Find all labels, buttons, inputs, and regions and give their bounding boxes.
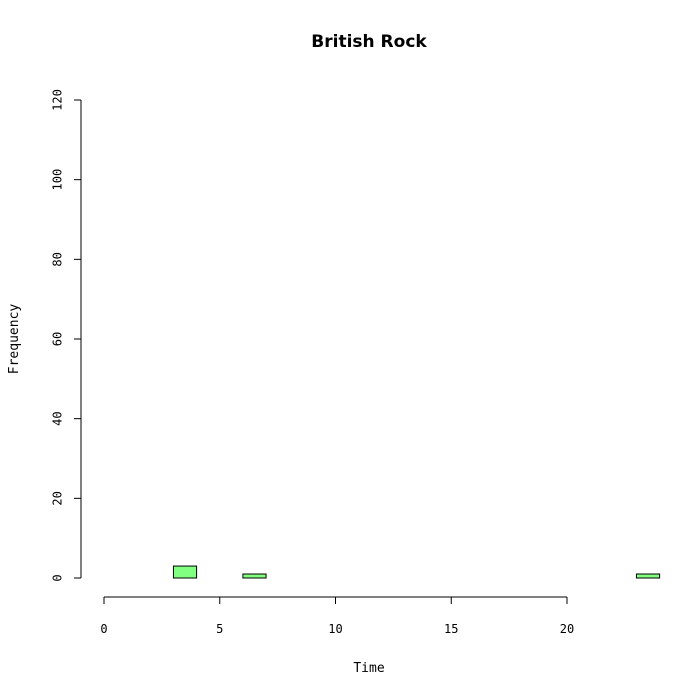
histogram-bar — [242, 573, 267, 579]
histogram-bar — [635, 573, 661, 579]
y-tick-label: 0 — [51, 574, 65, 581]
y-tick-label: 20 — [51, 491, 65, 505]
chart-title: British Rock — [311, 32, 427, 52]
y-axis-label: Frequency — [7, 304, 22, 375]
y-tick-label: 40 — [51, 411, 65, 425]
y-tick-label: 100 — [51, 169, 65, 191]
y-tick-label: 80 — [51, 252, 65, 266]
x-tick-label: 15 — [444, 622, 458, 636]
x-tick-label: 5 — [216, 622, 223, 636]
bars-group — [172, 565, 661, 579]
y-axis: 0 20 40 60 80 100 120 — [51, 89, 82, 582]
y-tick-label: 120 — [51, 89, 65, 111]
y-tick-label: 60 — [51, 332, 65, 346]
x-tick-label: 10 — [328, 622, 342, 636]
x-axis: 0 5 10 15 20 — [100, 596, 574, 636]
x-tick-label: 20 — [560, 622, 574, 636]
histogram-bar — [172, 565, 198, 579]
x-axis-label: Time — [353, 661, 384, 676]
x-tick-label: 0 — [100, 622, 107, 636]
